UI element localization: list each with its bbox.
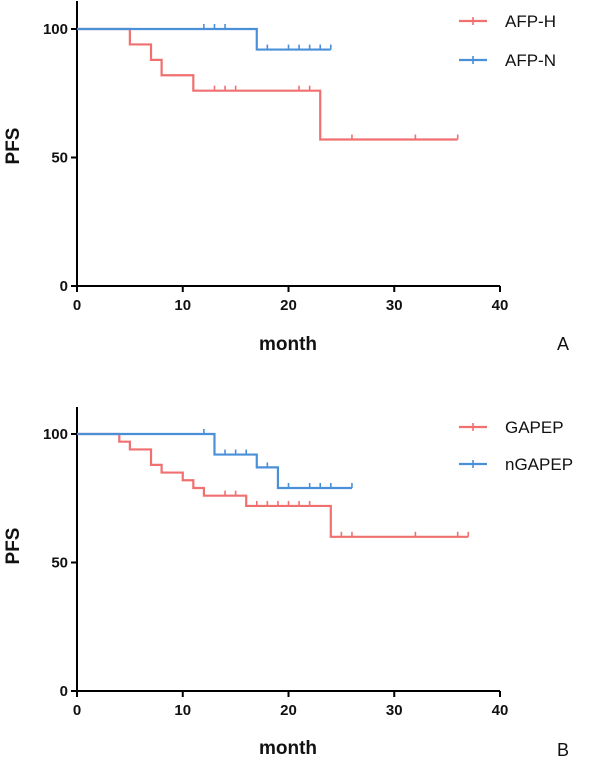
x-axis-label: month — [259, 334, 317, 355]
y-axis-label: PFS — [3, 528, 24, 565]
km-curve-afp-h — [77, 27, 458, 141]
km-chart-a: PFS month A 0 50 100 0 10 20 30 40 AFP-H AFP-N — [3, 1, 569, 355]
y-tick-label: 100 — [43, 21, 68, 38]
legend: AFP-H AFP-N — [459, 12, 556, 70]
legend-label-afp-h: AFP-H — [505, 12, 556, 31]
x-tick-label: 20 — [280, 297, 297, 314]
panel-letter: A — [557, 334, 569, 354]
km-curve-afp-n — [77, 27, 331, 51]
km-curve-ngapep — [77, 432, 352, 490]
legend-label-gapep: GAPEP — [505, 418, 564, 437]
x-tick-label: 10 — [174, 297, 191, 314]
x-axis-label: month — [259, 738, 317, 757]
y-axis-label: PFS — [3, 128, 24, 165]
y-tick-label: 50 — [51, 150, 68, 167]
y-axis-title: PFS — [3, 128, 24, 165]
y-tick-label: 0 — [60, 278, 68, 295]
plot-area: 0 50 100 0 10 20 30 40 — [43, 407, 508, 719]
x-tick-label: 40 — [492, 297, 509, 314]
panel-letter: B — [557, 740, 569, 757]
x-tick-label: 0 — [73, 297, 81, 314]
x-tick-label: 0 — [73, 702, 81, 719]
legend-label-afp-n: AFP-N — [505, 51, 556, 70]
x-tick-label: 20 — [280, 702, 297, 719]
legend-label-ngapep: nGAPEP — [505, 455, 573, 474]
y-tick-label: 0 — [60, 683, 68, 700]
x-tick-label: 30 — [386, 702, 403, 719]
y-tick-label: 100 — [43, 426, 68, 443]
y-tick-label: 50 — [51, 555, 68, 572]
plot-area: 0 50 100 0 10 20 30 40 — [43, 1, 508, 314]
x-tick-label: 30 — [386, 297, 403, 314]
km-curve-gapep — [77, 432, 469, 538]
x-tick-label: 40 — [492, 702, 509, 719]
x-tick-label: 10 — [174, 702, 191, 719]
legend: GAPEP nGAPEP — [459, 418, 573, 474]
km-chart-b: PFS month B 0 50 100 0 10 20 30 40 GAPEP nGAPEP — [3, 407, 573, 757]
